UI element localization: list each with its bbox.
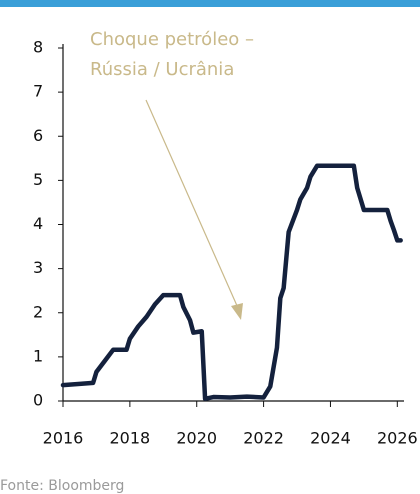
annotation-arrowhead [231, 303, 243, 320]
y-tick-label: 3 [33, 258, 43, 277]
x-tick-label: 2024 [310, 429, 351, 448]
x-tick-label: 2026 [377, 429, 418, 448]
x-tick-label: 2020 [176, 429, 217, 448]
y-tick-label: 5 [33, 170, 43, 189]
x-tick-label: 2022 [243, 429, 284, 448]
line-series [60, 163, 403, 402]
y-tick-label: 6 [33, 126, 43, 145]
y-tick-label: 4 [33, 214, 43, 233]
x-tick-label: 2016 [43, 429, 84, 448]
annotation-line: Rússia / Ucrânia [90, 59, 234, 80]
x-tick-label: 2018 [110, 429, 151, 448]
annotation-arrow [145, 99, 239, 309]
top-bar [0, 0, 420, 7]
annotation-line: Choque petróleo – [90, 29, 254, 50]
y-tick-label: 0 [33, 391, 43, 410]
y-tick-label: 8 [33, 38, 43, 57]
y-tick-label: 7 [33, 82, 43, 101]
y-tick-label: 2 [33, 302, 43, 321]
y-tick-label: 1 [33, 346, 43, 365]
source: Fonte: Bloomberg [0, 478, 124, 494]
